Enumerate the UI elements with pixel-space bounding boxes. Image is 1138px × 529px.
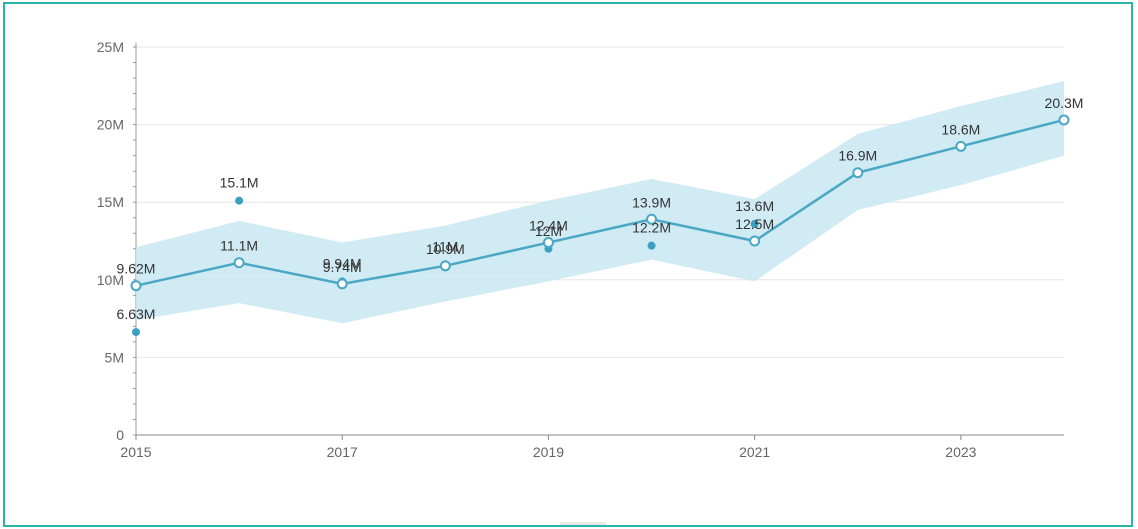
line-data-label: 9.62M: [117, 261, 156, 277]
line-data-label: 12.5M: [735, 216, 774, 232]
scatter-data-label: 11M: [432, 238, 458, 254]
scatter-data-label: 12.2M: [632, 220, 671, 236]
y-tick-label: 25M: [97, 39, 124, 55]
line-point: [439, 260, 451, 272]
y-tick-label: 5M: [105, 349, 124, 365]
trend-line: [135, 118, 1065, 287]
line-data-label: 13.9M: [632, 194, 671, 210]
y-tick-label: 10M: [97, 272, 124, 288]
x-tick-label: 2015: [120, 444, 151, 460]
scatter-data-label: 6.63M: [117, 306, 156, 322]
line-point: [749, 235, 761, 247]
scatter-point: [132, 328, 140, 337]
scatter-point: [647, 241, 656, 250]
scatter-point: [235, 196, 244, 205]
line-point: [542, 237, 554, 249]
y-tick-label: 20M: [97, 117, 124, 133]
y-tick-label: 0: [116, 427, 124, 443]
x-tick-label: 2023: [945, 444, 976, 460]
line-data-label: 10.9M: [426, 241, 465, 257]
line-data-label: 9.74M: [323, 259, 362, 275]
line-point: [233, 257, 245, 269]
line-point: [852, 167, 864, 179]
line-point: [646, 213, 658, 225]
line-data-label: 18.6M: [941, 121, 980, 137]
scatter-data-label: 13.6M: [735, 198, 774, 214]
line-point: [1058, 114, 1070, 126]
confidence-band: [136, 81, 1064, 324]
x-tick-label: 2019: [533, 444, 564, 460]
line-data-label: 20.3M: [1045, 95, 1084, 111]
legend-stub: [560, 522, 606, 525]
line-data-label: 11.1M: [220, 238, 258, 254]
x-tick-label: 2021: [739, 444, 770, 460]
y-tick-label: 15M: [97, 194, 124, 210]
scatter-data-label: 12M: [535, 223, 562, 239]
x-tick-label: 2017: [327, 444, 358, 460]
line-point: [955, 140, 967, 152]
scatter-data-label: 15.1M: [220, 175, 259, 191]
line-data-label: 16.9M: [838, 148, 877, 164]
line-point: [336, 278, 348, 290]
scatter-data-label: 9.94M: [323, 255, 362, 271]
line-data-label: 12.4M: [529, 218, 568, 234]
line-point: [130, 280, 142, 292]
scatter-point: [750, 219, 759, 228]
